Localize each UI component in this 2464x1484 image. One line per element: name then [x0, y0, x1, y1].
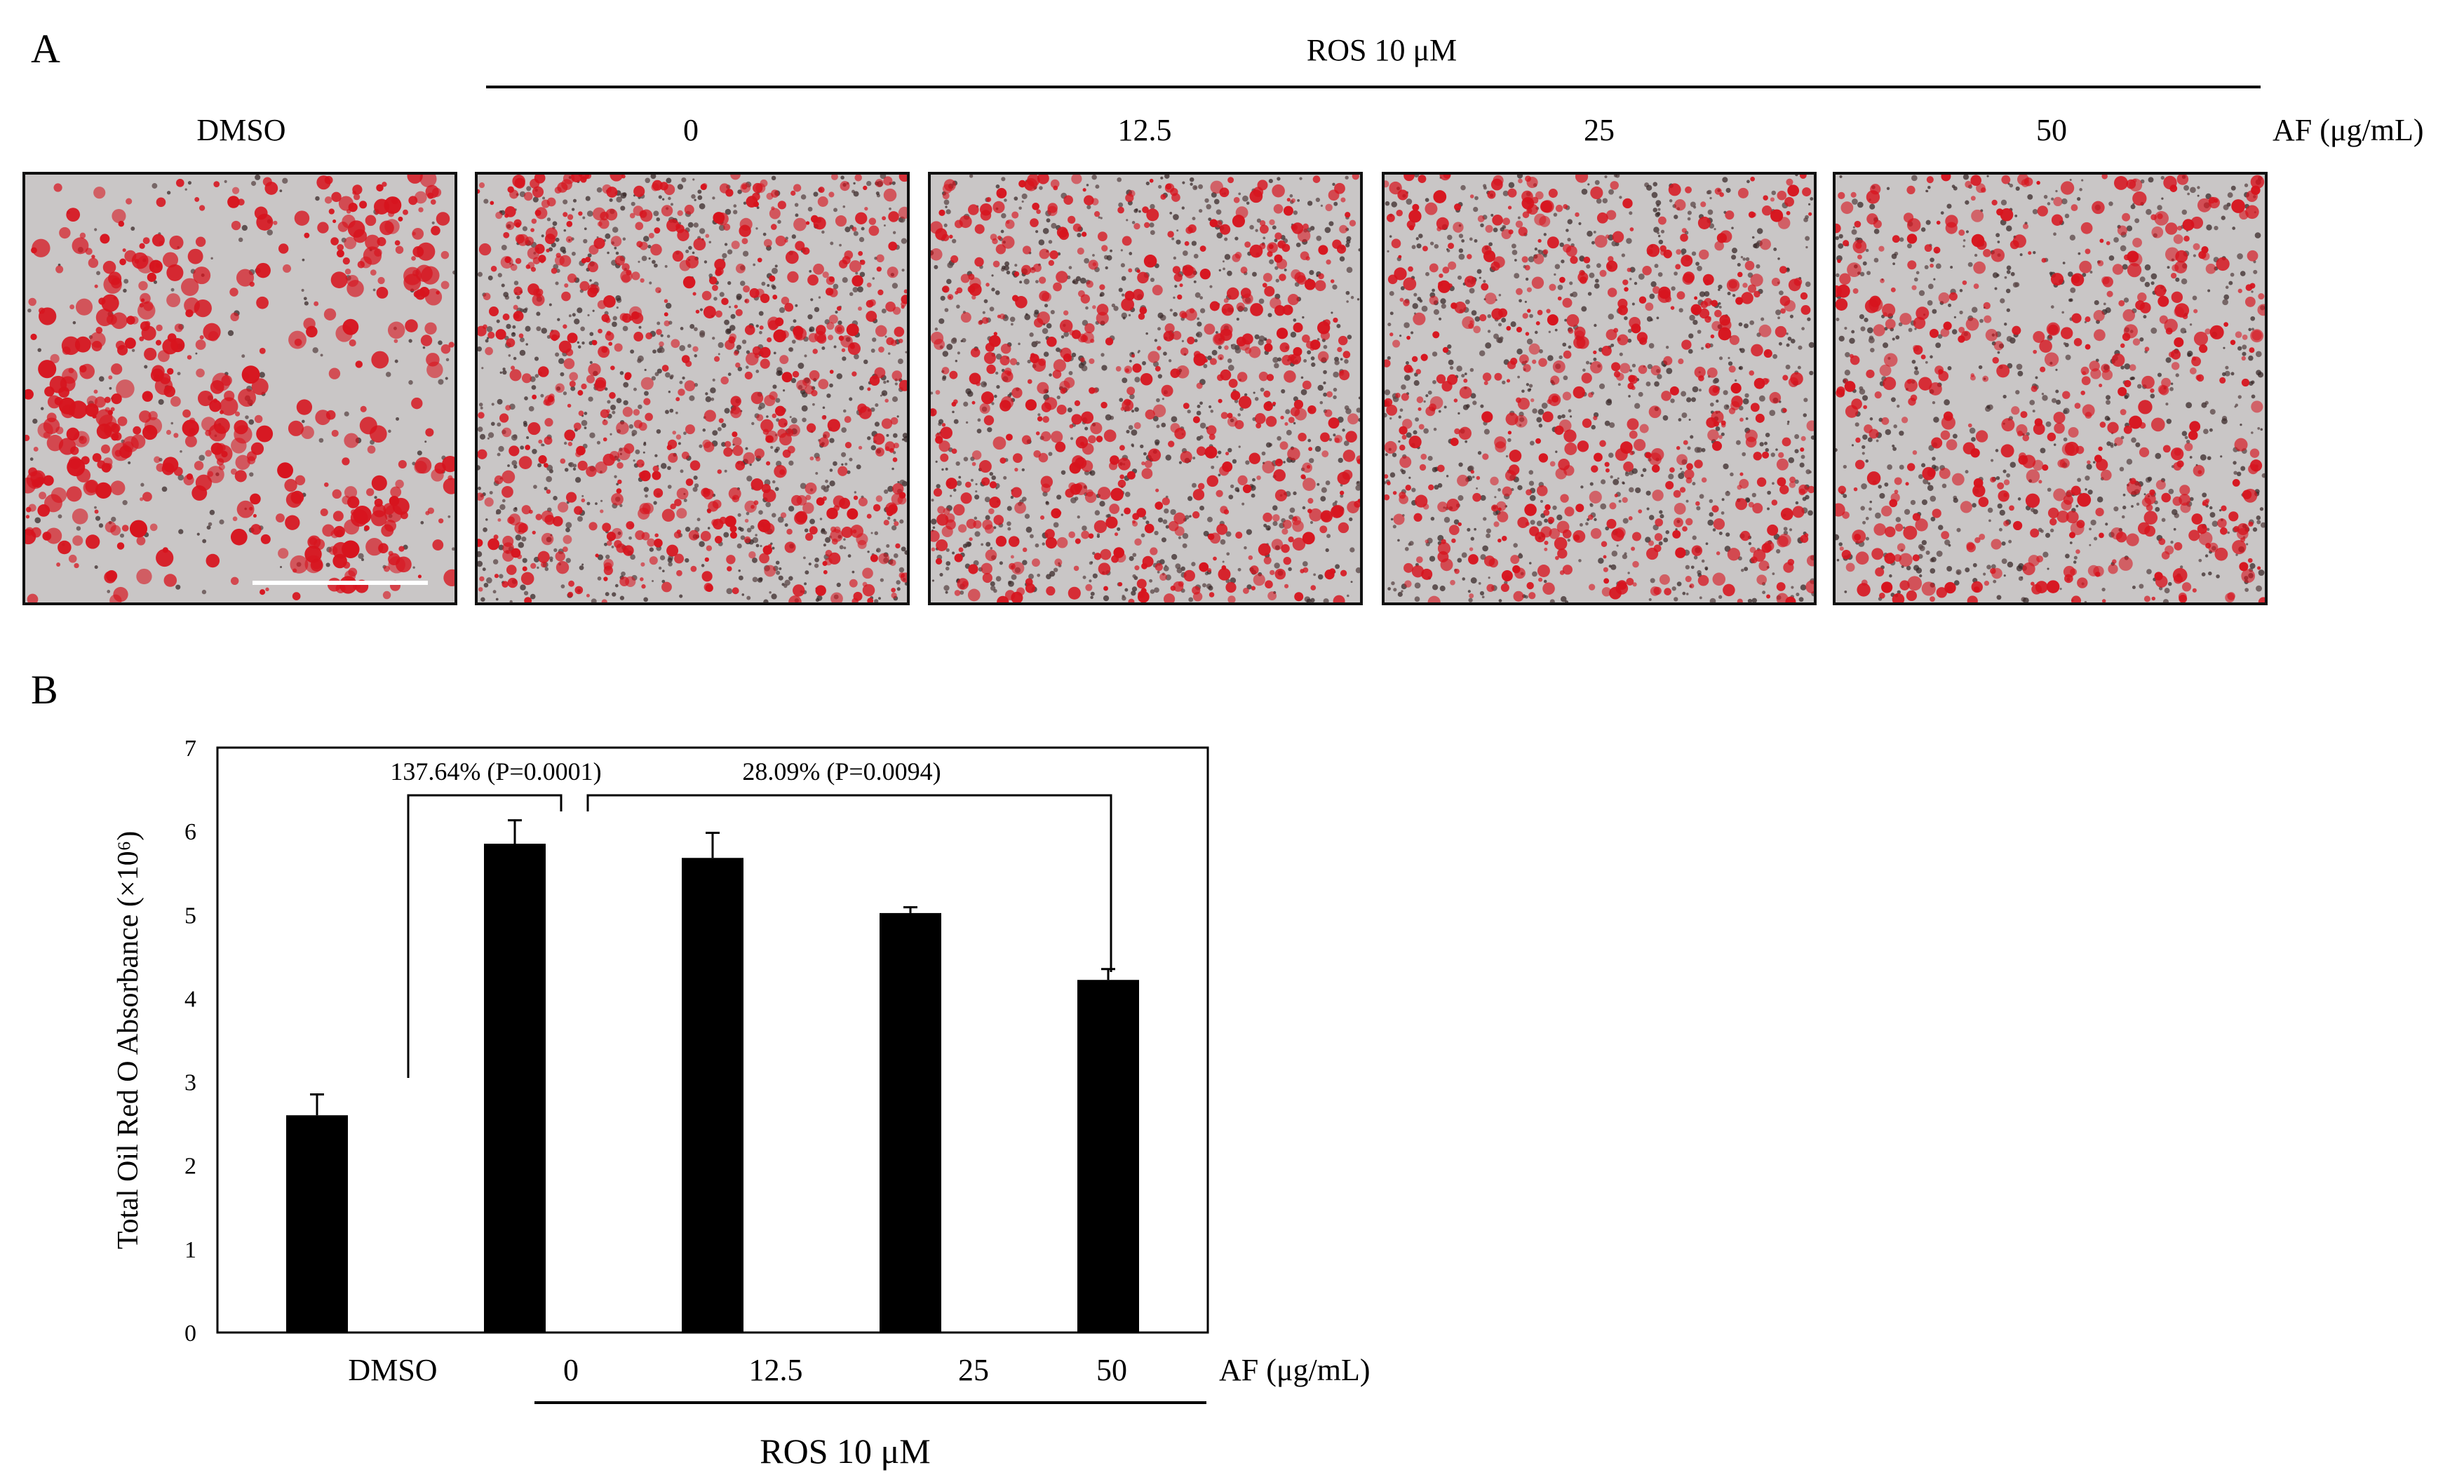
column-label-25: 25: [1584, 113, 1615, 147]
bar: [880, 912, 941, 1333]
af-unit-label-a: AF (μg/mL): [2273, 113, 2424, 147]
x-tick-label: 25: [958, 1353, 989, 1387]
panel-b-letter: B: [31, 667, 58, 713]
y-axis-label: Total Oil Red O Absorbance (×10⁶): [112, 831, 144, 1249]
scale-bar: [253, 581, 428, 585]
bar: [286, 1115, 348, 1333]
y-tick-label: 6: [184, 819, 196, 845]
column-label-50: 50: [2036, 113, 2067, 147]
ros-group-label-a: ROS 10 μM: [1306, 33, 1457, 67]
significance-label: 137.64% (P=0.0001): [390, 757, 601, 785]
column-label-dmso: DMSO: [196, 113, 286, 147]
y-tick-label: 4: [184, 986, 196, 1012]
column-label-0: 0: [683, 113, 699, 147]
micrograph-0-image: [478, 175, 907, 602]
y-tick-label: 7: [184, 736, 196, 762]
x-tick-label: 12.5: [749, 1353, 803, 1387]
y-tick-label: 2: [184, 1154, 196, 1180]
y-tick-label: 1: [184, 1237, 196, 1263]
ros-group-line-a: [486, 86, 2261, 88]
x-tick-label: 0: [563, 1353, 579, 1387]
micrograph-dmso: [22, 172, 457, 605]
micrograph-dmso-image: [25, 175, 455, 602]
y-tick-label: 5: [184, 903, 196, 929]
significance-label: 28.09% (P=0.0094): [742, 757, 941, 785]
bar: [484, 844, 546, 1333]
micrograph-50-image: [1836, 175, 2265, 602]
significance-bracket: [586, 794, 1112, 972]
bar: [682, 858, 743, 1333]
micrograph-25: [1382, 172, 1817, 605]
y-tick-label: 3: [184, 1070, 196, 1096]
micrograph-25-image: [1385, 175, 1814, 602]
y-tick-label: 0: [184, 1321, 196, 1347]
x-axis-unit-label: AF (μg/mL): [1219, 1353, 1370, 1387]
column-label-12-5: 12.5: [1117, 113, 1172, 147]
micrograph-12-5-image: [931, 175, 1360, 602]
micrograph-12-5: [928, 172, 1363, 605]
x-tick-label: 50: [1096, 1353, 1127, 1387]
micrograph-0: [475, 172, 910, 605]
micrograph-50: [1833, 172, 2268, 605]
panel-a-letter: A: [31, 26, 60, 72]
bar: [1077, 980, 1139, 1333]
ros-group-label-b: ROS 10 μM: [760, 1431, 931, 1471]
significance-bracket: [407, 794, 563, 1078]
x-tick-label: DMSO: [348, 1353, 437, 1387]
